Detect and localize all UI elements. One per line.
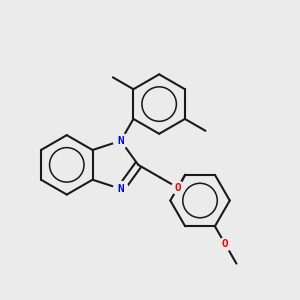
Text: N: N: [117, 136, 124, 146]
Circle shape: [172, 182, 185, 194]
Circle shape: [113, 182, 128, 196]
Circle shape: [219, 238, 232, 251]
Text: O: O: [175, 183, 181, 193]
Text: N: N: [117, 184, 124, 194]
Text: O: O: [222, 239, 229, 249]
Circle shape: [113, 134, 128, 148]
